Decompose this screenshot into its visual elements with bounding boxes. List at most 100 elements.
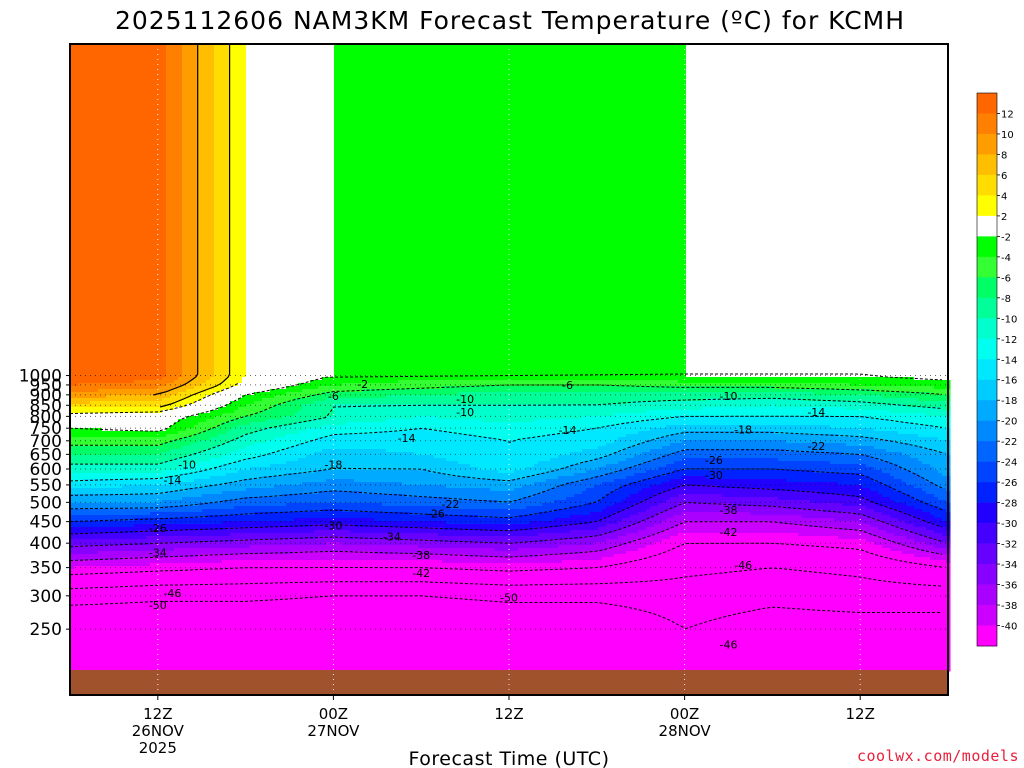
colorbar-tick-label: -16 xyxy=(1001,376,1017,387)
contour-label: -10 xyxy=(720,390,738,403)
colorbar-swatch xyxy=(977,277,997,298)
colorbar-tick-label: -20 xyxy=(1001,417,1017,428)
contour-label: -22 xyxy=(441,498,459,511)
colorbar-tick-label: -18 xyxy=(1001,396,1017,407)
colorbar-swatch xyxy=(977,339,997,360)
contour-label: -10 xyxy=(178,458,196,471)
colorbar-swatch xyxy=(977,626,997,647)
colorbar-tick-label: -8 xyxy=(1001,294,1011,305)
colorbar-tick-label: -24 xyxy=(1001,458,1017,469)
contour-label: -10 xyxy=(456,393,474,406)
colorbar-swatch xyxy=(977,359,997,380)
colorbar-swatch xyxy=(977,257,997,278)
contour-label: -2 xyxy=(357,378,368,391)
contour-label: -6 xyxy=(562,379,573,392)
y-tick-label: 450 xyxy=(30,513,62,533)
colorbar-swatch xyxy=(977,564,997,585)
colorbar-swatch xyxy=(977,93,997,114)
contour-label: -46 xyxy=(720,638,738,651)
contour-label: -50 xyxy=(500,592,518,605)
colorbar-tick-label: -28 xyxy=(1001,499,1017,510)
y-tick-label: 400 xyxy=(30,534,62,554)
colorbar-tick-label: 4 xyxy=(1001,191,1007,202)
contour-label: -18 xyxy=(734,423,752,436)
contour-label: -50 xyxy=(149,599,167,612)
contour-label: -14 xyxy=(807,406,825,419)
colorbar-tick-label: 10 xyxy=(1001,130,1014,141)
colorbar-swatch xyxy=(977,462,997,483)
contour-label: -34 xyxy=(383,530,401,543)
contour-label: -18 xyxy=(324,458,342,471)
colorbar: 12108642-2-4-6-8-10-12-14-16-18-20-22-24… xyxy=(977,93,1017,646)
contour-label: -26 xyxy=(705,454,723,467)
x-tick-label: 2025 xyxy=(139,739,177,757)
contour-label: -10 xyxy=(456,406,474,419)
y-tick-label: 500 xyxy=(30,493,62,513)
colorbar-swatch xyxy=(977,421,997,442)
colorbar-tick-label: -34 xyxy=(1001,560,1017,571)
colorbar-swatch xyxy=(977,134,997,155)
colorbar-swatch xyxy=(977,503,997,524)
colorbar-swatch xyxy=(977,544,997,565)
contour-label: -6 xyxy=(328,390,339,403)
y-tick-label: 350 xyxy=(30,559,62,579)
colorbar-swatch xyxy=(977,482,997,503)
colorbar-swatch xyxy=(977,113,997,134)
colorbar-tick-label: -36 xyxy=(1001,581,1017,592)
x-tick-label: 00Z xyxy=(319,705,348,723)
contour-label: -38 xyxy=(720,504,738,517)
x-tick-label: 27NOV xyxy=(307,722,360,740)
colorbar-tick-label: -22 xyxy=(1001,437,1017,448)
colorbar-tick-label: 12 xyxy=(1001,109,1014,120)
contour-label: -14 xyxy=(163,474,181,487)
x-axis-title: Forecast Time (UTC) xyxy=(409,748,610,768)
colorbar-swatch xyxy=(977,441,997,462)
colorbar-swatch xyxy=(977,380,997,401)
colorbar-swatch xyxy=(977,318,997,339)
colorbar-tick-label: -10 xyxy=(1001,314,1017,325)
y-tick-label: 1000 xyxy=(19,367,62,387)
colorbar-swatch xyxy=(977,400,997,421)
contour-label: -26 xyxy=(149,522,167,535)
colorbar-swatch xyxy=(977,605,997,626)
colorbar-tick-label: 6 xyxy=(1001,171,1007,182)
colorbar-tick-label: 2 xyxy=(1001,212,1007,223)
ground-rect xyxy=(70,670,948,695)
colorbar-tick-label: -26 xyxy=(1001,478,1017,489)
contour-label: -46 xyxy=(163,587,181,600)
credit-link[interactable]: coolwx.com/models xyxy=(857,747,1019,765)
colorbar-tick-label: -14 xyxy=(1001,355,1017,366)
contour-label: -14 xyxy=(398,432,416,445)
contour-label: -30 xyxy=(705,469,723,482)
colorbar-tick-label: -6 xyxy=(1001,273,1011,284)
colorbar-tick-label: -40 xyxy=(1001,622,1017,633)
x-tick-label: 00Z xyxy=(670,705,699,723)
ground-band xyxy=(70,670,948,695)
y-tick-label: 250 xyxy=(30,620,62,640)
x-tick-label: 12Z xyxy=(846,705,875,723)
colorbar-tick-label: -30 xyxy=(1001,519,1017,530)
x-tick-label: 12Z xyxy=(143,705,172,723)
colorbar-swatch xyxy=(977,236,997,257)
chart-title: 2025112606 NAM3KM Forecast Temperature (… xyxy=(115,6,905,35)
contour-label: -38 xyxy=(412,549,430,562)
colorbar-swatch xyxy=(977,154,997,175)
contour-label: -34 xyxy=(149,547,167,560)
colorbar-tick-label: -32 xyxy=(1001,540,1017,551)
x-tick-label: 28NOV xyxy=(659,722,712,740)
colorbar-swatch xyxy=(977,195,997,216)
y-tick-label: 300 xyxy=(30,587,62,607)
x-tick-label: 26NOV xyxy=(132,722,185,740)
colorbar-tick-label: -12 xyxy=(1001,335,1017,346)
contour-label: -46 xyxy=(734,559,752,572)
contour-label: -30 xyxy=(324,520,342,533)
contour-label: -42 xyxy=(720,526,738,539)
colorbar-swatch xyxy=(977,585,997,606)
contour-label: -42 xyxy=(412,567,430,580)
colorbar-tick-label: 8 xyxy=(1001,150,1007,161)
colorbar-tick-label: -38 xyxy=(1001,601,1017,612)
temperature-fill xyxy=(70,44,951,672)
colorbar-tick-label: -4 xyxy=(1001,253,1011,264)
contour-label: -14 xyxy=(559,424,577,437)
